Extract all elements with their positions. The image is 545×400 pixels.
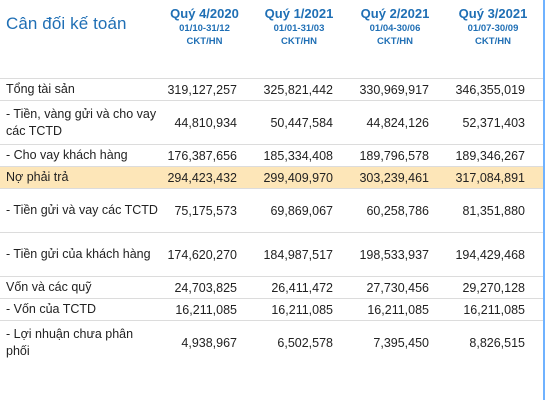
cell-value: 27,730,456	[347, 276, 443, 299]
cell-value: 16,211,085	[251, 298, 347, 321]
table-row-total-assets: Tổng tài sản 319,127,257 325,821,442 330…	[0, 78, 543, 101]
quarter-label: Quý 3/2021	[458, 6, 528, 21]
row-label: - Vốn của TCTD	[0, 298, 158, 321]
table-row-interbank-deposits: - Tiền, vàng gửi và cho vay các TCTD 44,…	[0, 100, 543, 145]
balance-sheet-table: Cân đối kế toán Quý 4/2020 01/10-31/12 C…	[0, 0, 543, 364]
cell-value: 346,355,019	[443, 78, 543, 101]
row-label: Tổng tài sản	[0, 78, 158, 101]
cell-value: 174,620,270	[158, 232, 251, 277]
table-row-retained-earnings: - Lợi nhuận chưa phân phối 4,938,967 6,5…	[0, 320, 543, 364]
cell-value: 26,411,472	[251, 276, 347, 299]
column-header-q2-2021[interactable]: Quý 2/2021 01/04-30/06 CKT/HN	[347, 0, 443, 79]
quarter-label: Quý 4/2020	[170, 6, 239, 21]
cell-value: 16,211,085	[158, 298, 251, 321]
cell-value: 4,938,967	[158, 320, 251, 364]
header-row: Cân đối kế toán Quý 4/2020 01/10-31/12 C…	[0, 0, 543, 79]
cell-value: 7,395,450	[347, 320, 443, 364]
cell-value: 189,796,578	[347, 144, 443, 167]
cell-value: 24,703,825	[158, 276, 251, 299]
cell-value: 60,258,786	[347, 188, 443, 233]
column-header-q3-2021[interactable]: Quý 3/2021 01/07-30/09 CKT/HN	[443, 0, 543, 79]
cell-value: 81,351,880	[443, 188, 543, 233]
table-row-liabilities: Nợ phải trả 294,423,432 299,409,970 303,…	[0, 166, 543, 189]
cell-value: 194,429,468	[443, 232, 543, 277]
table-row-equity: Vốn và các quỹ 24,703,825 26,411,472 27,…	[0, 276, 543, 299]
row-label: Vốn và các quỹ	[0, 276, 158, 299]
cell-value: 8,826,515	[443, 320, 543, 364]
cell-value: 189,346,267	[443, 144, 543, 167]
cell-value: 44,810,934	[158, 100, 251, 145]
report-type: CKT/HN	[186, 36, 223, 47]
table-row-charter-capital: - Vốn của TCTD 16,211,085 16,211,085 16,…	[0, 298, 543, 321]
cell-value: 6,502,578	[251, 320, 347, 364]
date-range: 01/04-30/06	[369, 23, 421, 34]
date-range: 01/10-31/12	[179, 23, 230, 34]
cell-value: 16,211,085	[347, 298, 443, 321]
quarter-label: Quý 2/2021	[360, 6, 430, 21]
cell-value: 44,824,126	[347, 100, 443, 145]
date-range: 01/07-30/09	[467, 23, 519, 34]
cell-value: 185,334,408	[251, 144, 347, 167]
cell-value: 319,127,257	[158, 78, 251, 101]
cell-value: 50,447,584	[251, 100, 347, 145]
quarter-label: Quý 1/2021	[264, 6, 334, 21]
column-header-q1-2021[interactable]: Quý 1/2021 01/01-31/03 CKT/HN	[251, 0, 347, 79]
cell-value: 75,175,573	[158, 188, 251, 233]
cell-value: 198,533,937	[347, 232, 443, 277]
row-label: - Tiền gửi và vay các TCTD	[0, 188, 158, 233]
table-title: Cân đối kế toán	[6, 14, 127, 33]
cell-value: 69,869,067	[251, 188, 347, 233]
row-label: - Cho vay khách hàng	[0, 144, 158, 167]
row-label: - Tiền, vàng gửi và cho vay các TCTD	[0, 100, 158, 145]
table-row-customer-loans: - Cho vay khách hàng 176,387,656 185,334…	[0, 144, 543, 167]
row-label: - Lợi nhuận chưa phân phối	[0, 320, 158, 364]
report-type: CKT/HN	[377, 36, 413, 47]
table-row-interbank-borrowings: - Tiền gửi và vay các TCTD 75,175,573 69…	[0, 188, 543, 233]
cell-value: 325,821,442	[251, 78, 347, 101]
date-range: 01/01-31/03	[273, 23, 325, 34]
cell-value: 317,084,891	[443, 166, 543, 189]
cell-value: 303,239,461	[347, 166, 443, 189]
column-header-q4-2020[interactable]: Quý 4/2020 01/10-31/12 CKT/HN	[158, 0, 251, 79]
cell-value: 16,211,085	[443, 298, 543, 321]
cell-value: 184,987,517	[251, 232, 347, 277]
cell-value: 52,371,403	[443, 100, 543, 145]
report-type: CKT/HN	[475, 36, 511, 47]
report-type: CKT/HN	[281, 36, 317, 47]
cell-value: 29,270,128	[443, 276, 543, 299]
row-label: Nợ phải trả	[0, 166, 158, 189]
cell-value: 294,423,432	[158, 166, 251, 189]
cell-value: 330,969,917	[347, 78, 443, 101]
table-row-customer-deposits: - Tiền gửi của khách hàng 174,620,270 18…	[0, 232, 543, 277]
cell-value: 299,409,970	[251, 166, 347, 189]
row-label: - Tiền gửi của khách hàng	[0, 232, 158, 277]
cell-value: 176,387,656	[158, 144, 251, 167]
